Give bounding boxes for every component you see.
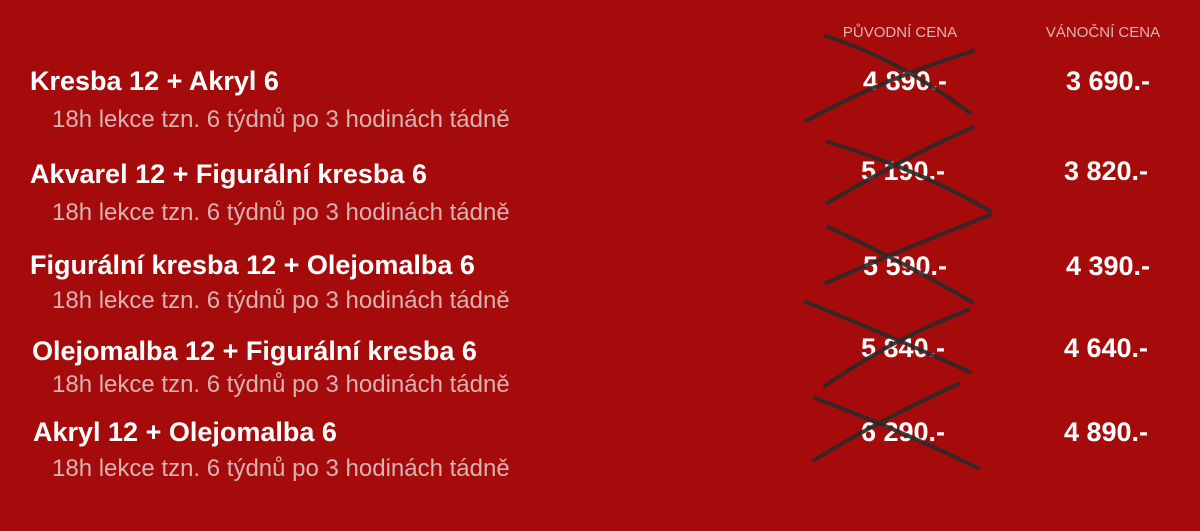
- christmas-price: 3 820.-: [1063, 156, 1149, 186]
- christmas-price: 4 890.-: [1063, 417, 1149, 447]
- christmas-price: 4 390.-: [1065, 251, 1151, 281]
- original-price: 5 590.-: [862, 251, 948, 281]
- original-price: 6 290.-: [860, 417, 946, 447]
- original-price: 4 890.-: [862, 66, 948, 96]
- course-subtitle: 18h lekce tzn. 6 týdnů po 3 hodinách tád…: [52, 199, 510, 226]
- course-title: Kresba 12 + Akryl 6: [30, 66, 279, 96]
- christmas-price: 4 640.-: [1063, 333, 1149, 363]
- course-subtitle: 18h lekce tzn. 6 týdnů po 3 hodinách tád…: [52, 287, 510, 314]
- course-subtitle: 18h lekce tzn. 6 týdnů po 3 hodinách tád…: [52, 106, 510, 133]
- course-title: Figurální kresba 12 + Olejomalba 6: [30, 250, 475, 280]
- course-title: Olejomalba 12 + Figurální kresba 6: [32, 336, 477, 366]
- original-price: 5 190.-: [860, 156, 946, 186]
- original-price: 5 840.-: [860, 333, 946, 363]
- original-price-header: PŮVODNÍ CENA: [842, 24, 958, 41]
- course-subtitle: 18h lekce tzn. 6 týdnů po 3 hodinách tád…: [52, 455, 510, 482]
- christmas-price-header: VÁNOČNÍ CENA: [1045, 24, 1161, 41]
- course-title: Akvarel 12 + Figurální kresba 6: [30, 159, 427, 189]
- christmas-price: 3 690.-: [1065, 66, 1151, 96]
- course-subtitle: 18h lekce tzn. 6 týdnů po 3 hodinách tád…: [52, 371, 510, 398]
- course-title: Akryl 12 + Olejomalba 6: [33, 417, 337, 447]
